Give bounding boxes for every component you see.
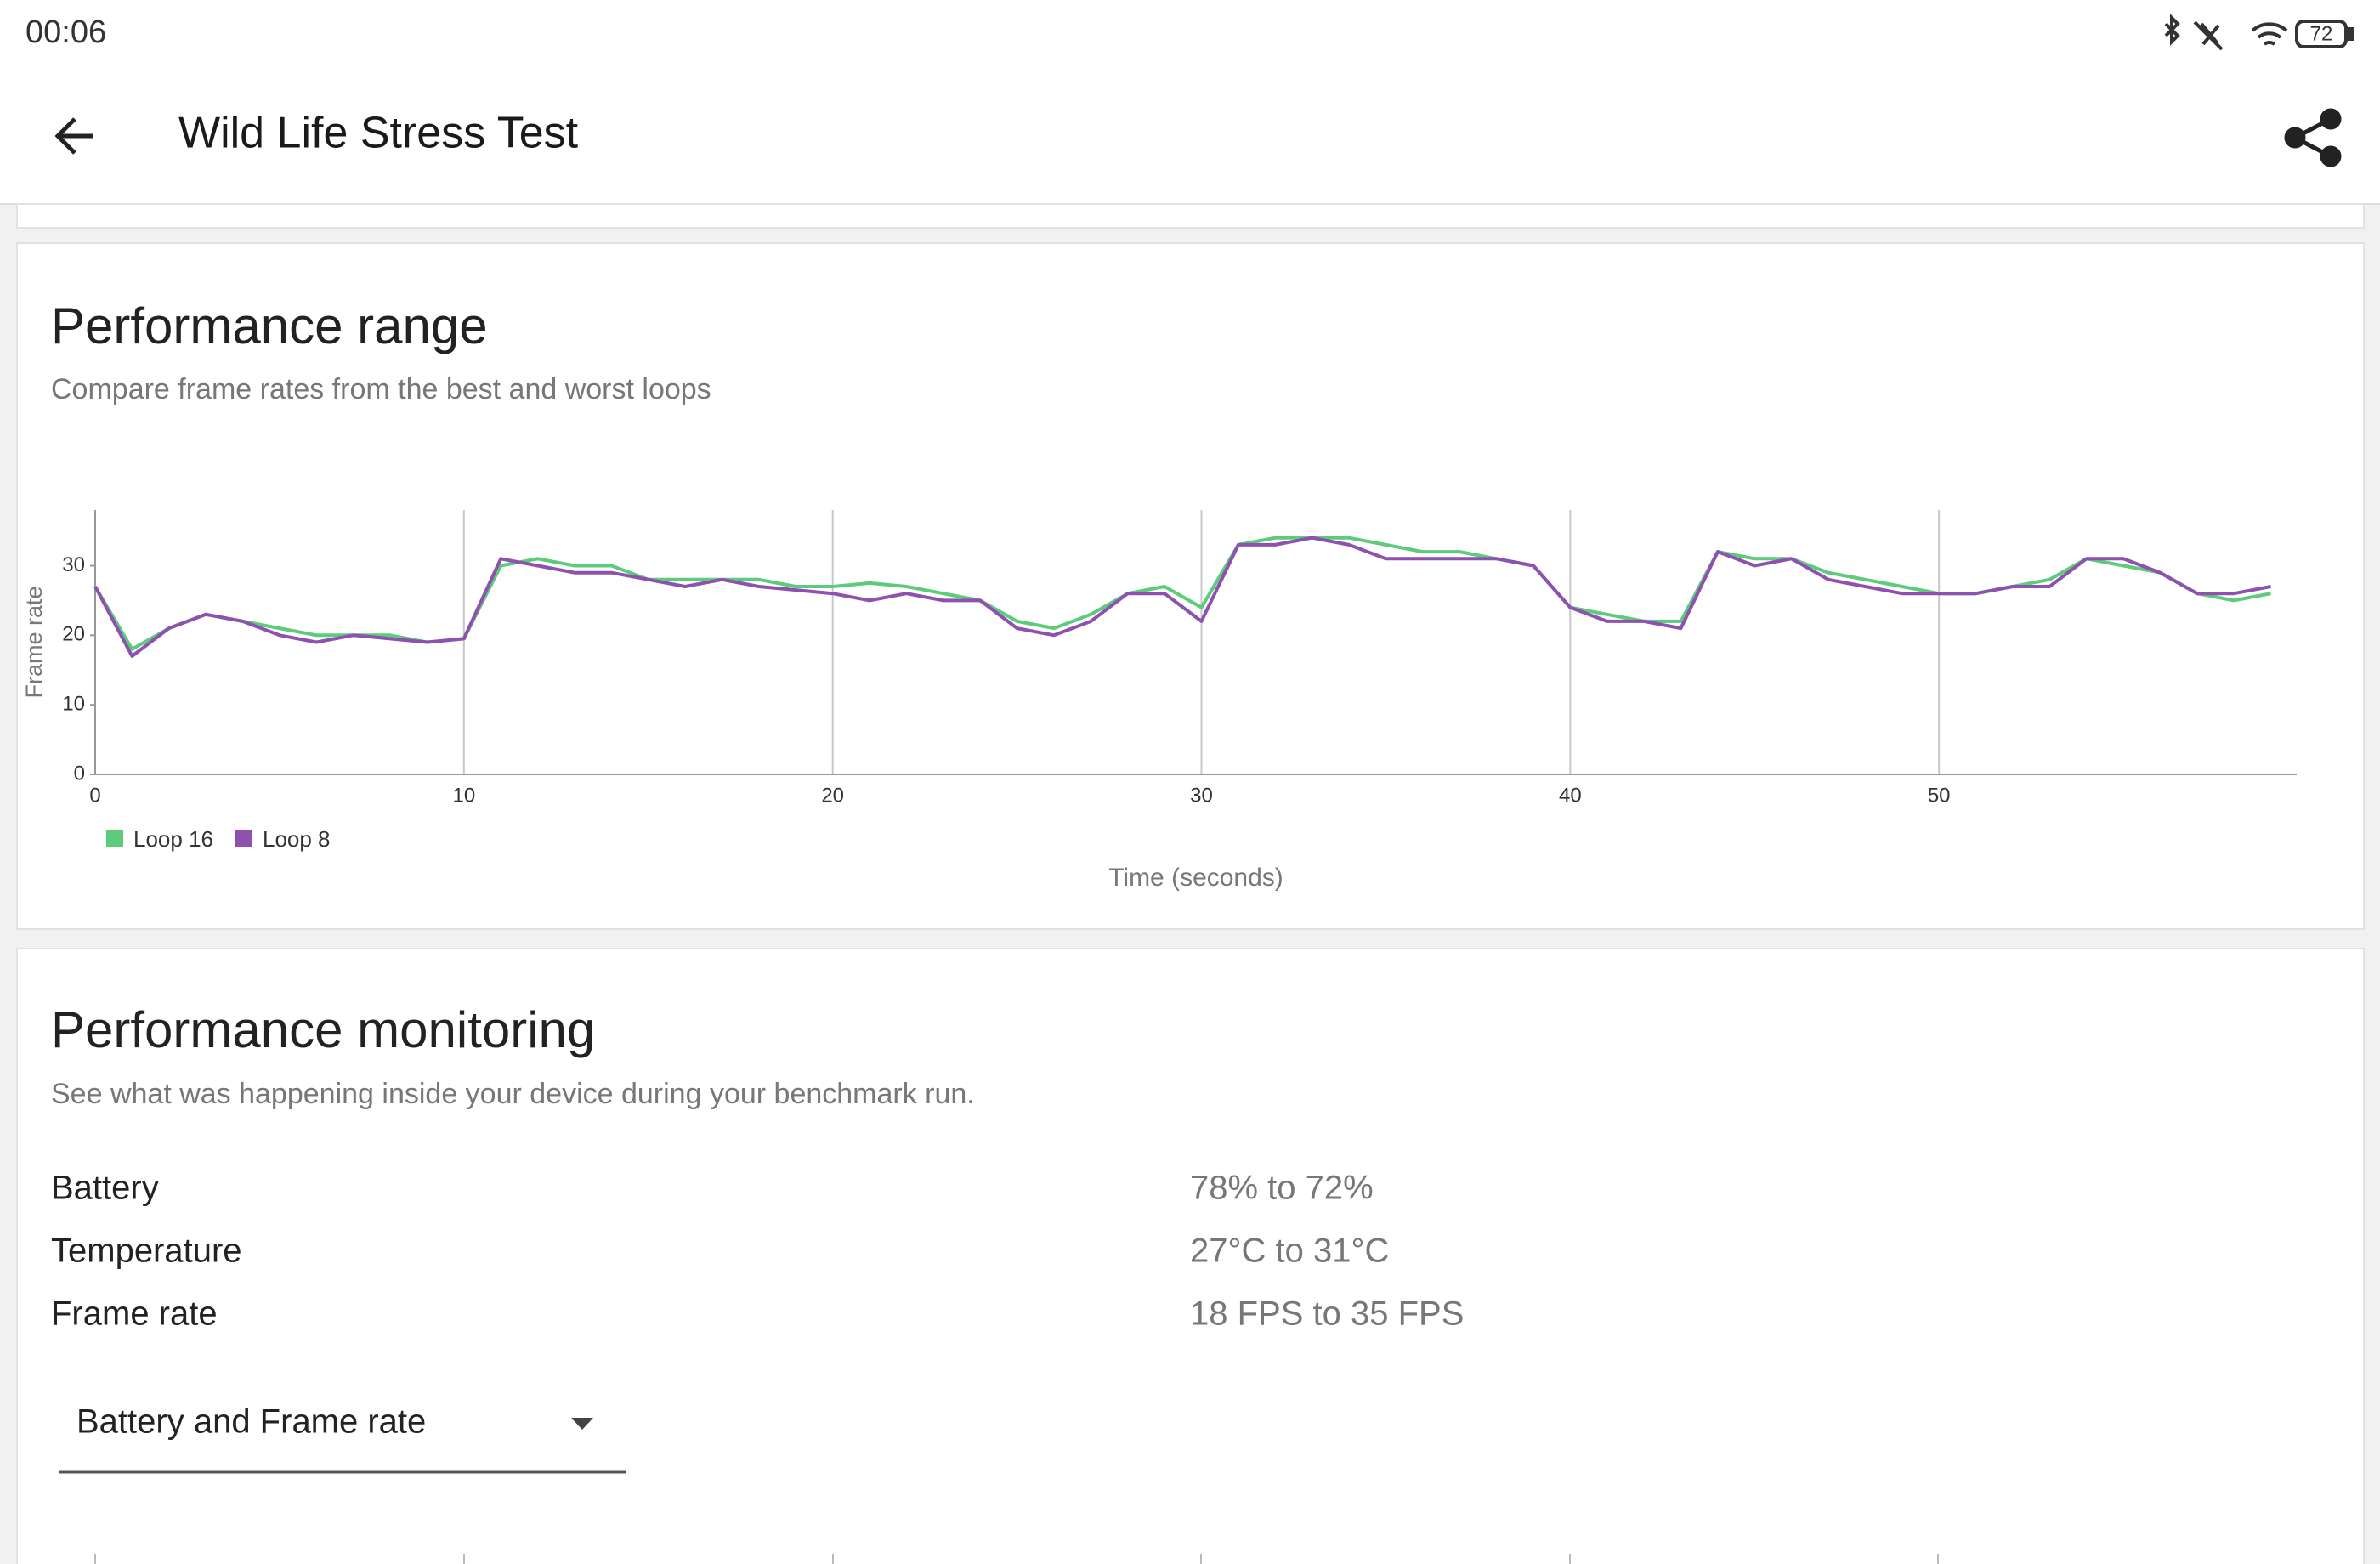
legend-swatch <box>235 830 252 847</box>
chart: 0 10 20 30 40 50 0 10 20 30 Frame rate Time (second… <box>21 510 2297 892</box>
x-tick-label: 40 <box>1559 784 1582 807</box>
y-tick-label: 0 <box>74 762 85 785</box>
share-button[interactable] <box>2284 108 2342 167</box>
x-tick-label: 10 <box>452 784 475 807</box>
x-tick-label: 50 <box>1928 784 1951 807</box>
prev-card-edge <box>16 203 2365 229</box>
legend-label: Loop 16 <box>133 826 213 852</box>
row-label: Battery <box>51 1170 159 1207</box>
monitoring-subtitle: See what was happening inside your devic… <box>51 1078 975 1110</box>
dropdown-arrow[interactable] <box>571 1418 593 1430</box>
row-value: 18 FPS to 35 FPS <box>1190 1295 1464 1333</box>
back-button[interactable] <box>54 117 94 155</box>
top-bar-bg <box>0 0 2380 204</box>
y-tick-label: 20 <box>62 623 85 646</box>
battery-level: 72 <box>2310 22 2333 45</box>
next-chart-edge <box>94 1554 1939 1564</box>
x-axis-label: Time (seconds) <box>1108 864 1284 892</box>
row-value: 27°C to 31°C <box>1190 1232 1389 1270</box>
row-value: 78% to 72% <box>1190 1170 1374 1207</box>
monitoring-rows: Battery 78% to 72% Temperature 27°C to 31°C… <box>51 1170 1464 1333</box>
series-line <box>94 536 2271 658</box>
monitoring-title: Performance monitoring <box>51 1001 595 1058</box>
range-title: Performance range <box>51 298 488 354</box>
y-tick-label: 10 <box>62 693 85 716</box>
range-card <box>16 242 2365 930</box>
row-label: Frame rate <box>51 1295 218 1333</box>
legend-label: Loop 8 <box>263 826 331 852</box>
dropdown-label[interactable]: Battery and Frame rate <box>76 1403 426 1441</box>
x-tick-label: 30 <box>1190 784 1213 807</box>
status-time: 00:06 <box>26 14 106 50</box>
app-title: Wild Life Stress Test <box>178 109 579 158</box>
row-label: Temperature <box>51 1232 242 1270</box>
range-subtitle: Compare frame rates from the best and wo… <box>51 373 711 405</box>
monitoring-card <box>16 948 2365 1564</box>
legend-swatch <box>106 830 123 847</box>
status-icons <box>2164 14 2354 51</box>
x-tick-label: 20 <box>821 784 844 807</box>
x-tick-label: 0 <box>89 784 100 807</box>
y-tick-label: 30 <box>62 553 85 576</box>
y-axis-label: Frame rate <box>21 586 47 698</box>
